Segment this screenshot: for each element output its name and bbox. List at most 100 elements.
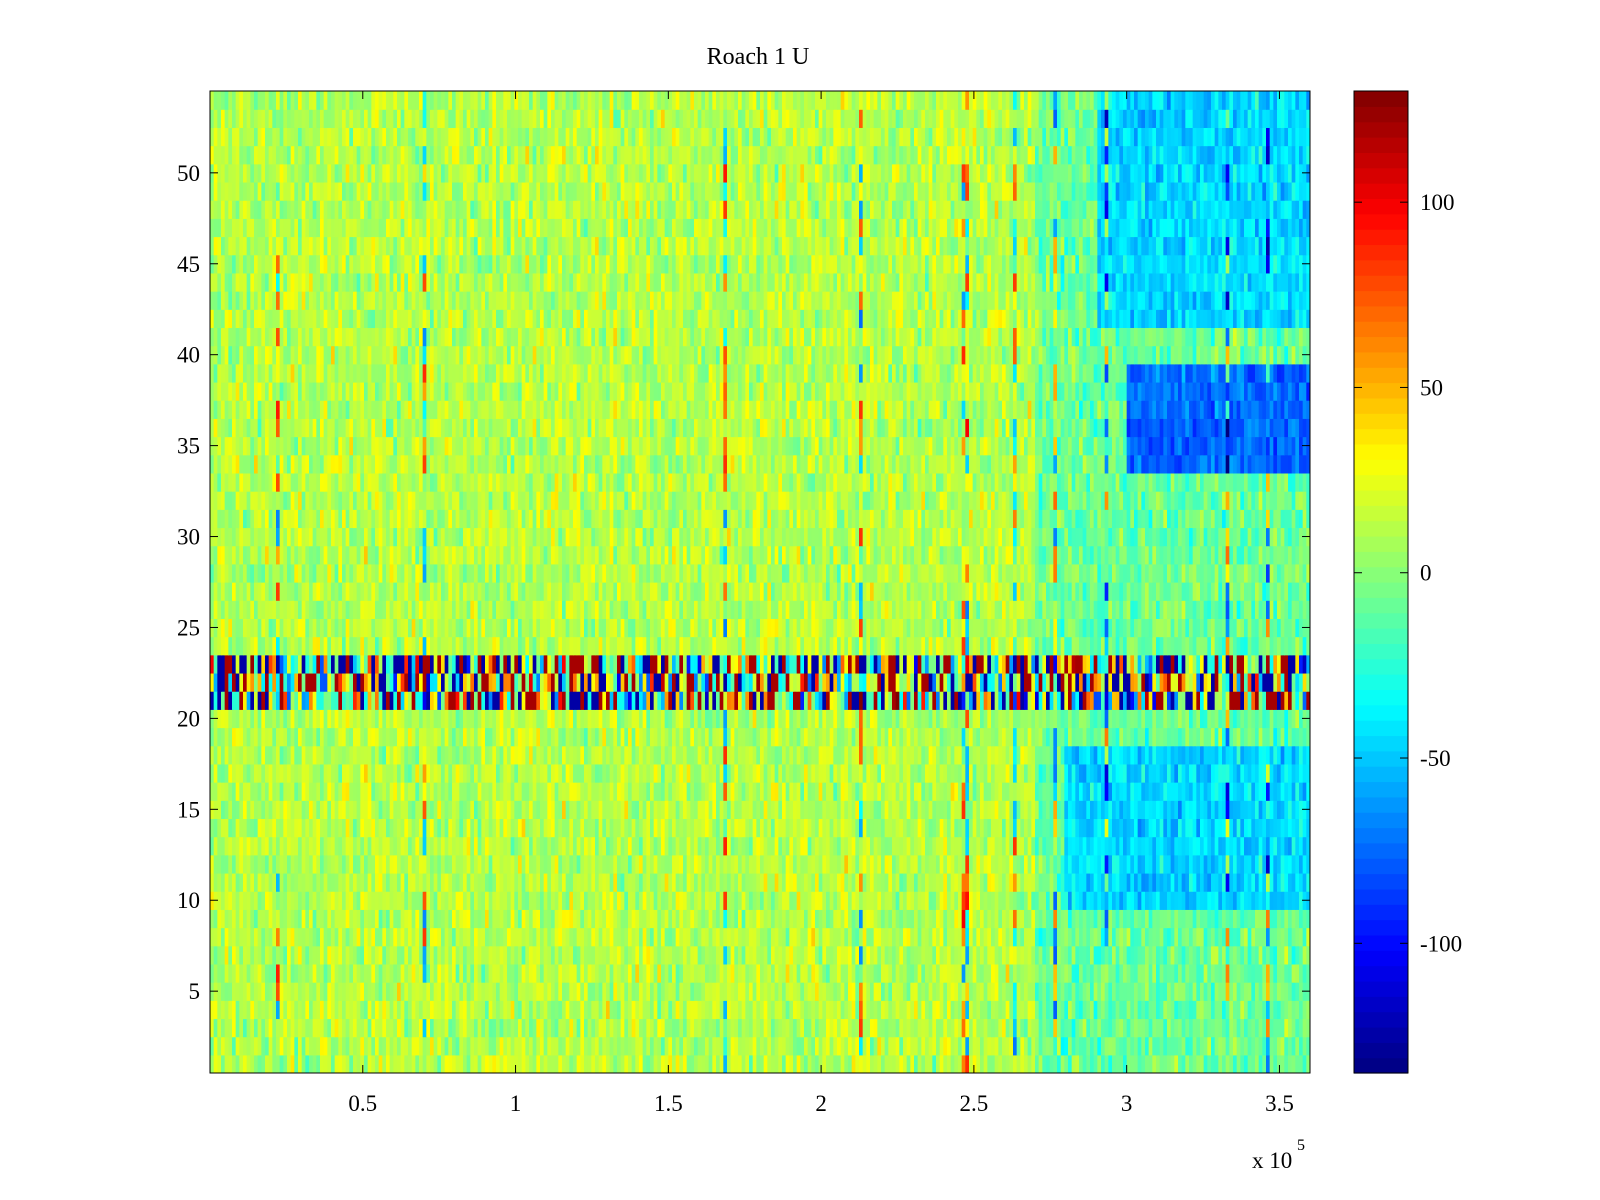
heatmap-cell: [411, 1054, 416, 1073]
heatmap-cell: [983, 818, 988, 838]
heatmap-cell: [947, 872, 952, 892]
heatmap-cell: [213, 763, 218, 783]
heatmap-cell: [1145, 1018, 1150, 1038]
heatmap-cell: [994, 1036, 999, 1056]
heatmap-cell: [723, 963, 728, 983]
heatmap-cell: [437, 891, 442, 910]
heatmap-cell: [239, 1054, 244, 1073]
heatmap-cell: [419, 891, 424, 910]
heatmap-cell: [312, 1018, 317, 1038]
heatmap-cell: [1027, 1000, 1032, 1020]
heatmap-cell: [829, 1018, 834, 1038]
heatmap-cell: [1273, 982, 1278, 1001]
heatmap-cell: [1306, 782, 1310, 801]
heatmap-cell: [947, 909, 952, 929]
heatmap-cell: [932, 1054, 937, 1073]
heatmap-cell: [914, 872, 919, 892]
heatmap-cell: [631, 872, 636, 892]
heatmap-cell: [661, 1018, 666, 1038]
heatmap-cell: [741, 782, 746, 801]
heatmap-cell: [877, 1000, 882, 1020]
heatmap-cell: [591, 909, 596, 929]
heatmap-cell: [474, 854, 479, 874]
heatmap-cell: [1255, 927, 1260, 947]
heatmap-cell: [349, 818, 354, 838]
heatmap-cell: [862, 872, 867, 892]
heatmap-cell: [228, 1000, 233, 1020]
heatmap-cell: [668, 763, 673, 783]
heatmap-cell: [1273, 818, 1278, 838]
heatmap-cell: [1262, 945, 1267, 965]
heatmap-cell: [265, 763, 270, 783]
heatmap-cell: [1200, 836, 1205, 856]
heatmap-cell: [1295, 891, 1300, 910]
heatmap-cell: [1236, 1036, 1241, 1056]
heatmap-cell: [598, 782, 603, 801]
heatmap-cell: [1181, 818, 1186, 838]
heatmap-cell: [961, 982, 966, 1001]
heatmap-cell: [1016, 854, 1021, 874]
heatmap-cell: [1104, 854, 1109, 874]
heatmap-cell: [419, 927, 424, 947]
heatmap-cell: [389, 909, 394, 929]
heatmap-cell: [690, 872, 695, 892]
heatmap-cell: [1222, 1036, 1227, 1056]
heatmap-cell: [532, 927, 537, 947]
heatmap-cell: [606, 872, 611, 892]
heatmap-cell: [932, 818, 937, 838]
heatmap-cell: [573, 854, 578, 874]
heatmap-cell: [272, 963, 277, 983]
heatmap-cell: [664, 782, 669, 801]
heatmap-cell: [455, 909, 460, 929]
heatmap-cell: [1145, 927, 1150, 947]
heatmap-cell: [1038, 909, 1043, 929]
heatmap-cell: [1024, 982, 1029, 1001]
heatmap-cell: [767, 963, 772, 983]
heatmap-cell: [540, 891, 545, 910]
heatmap-cell: [485, 982, 490, 1001]
heatmap-cell: [1207, 782, 1212, 801]
heatmap-cell: [338, 836, 343, 856]
heatmap-cell: [954, 963, 959, 983]
heatmap-cell: [1024, 1036, 1029, 1056]
heatmap-cell: [1240, 782, 1245, 801]
heatmap-cell: [624, 1000, 629, 1020]
heatmap-cell: [327, 1036, 332, 1056]
heatmap-cell: [1203, 945, 1208, 965]
heatmap-cell: [1229, 818, 1234, 838]
heatmap-cell: [899, 782, 904, 801]
heatmap-cell: [393, 872, 398, 892]
heatmap-cell: [228, 945, 233, 965]
heatmap-cell: [1302, 836, 1307, 856]
heatmap-cell: [991, 818, 996, 838]
heatmap-cell: [1112, 909, 1117, 929]
heatmap-cell: [936, 1036, 941, 1056]
heatmap-cell: [488, 854, 493, 874]
heatmap-cell: [771, 982, 776, 1001]
heatmap-cell: [917, 1054, 922, 1073]
heatmap-cell: [367, 945, 372, 965]
heatmap-cell: [716, 818, 721, 838]
heatmap-cell: [279, 1036, 284, 1056]
heatmap-cell: [719, 1018, 724, 1038]
heatmap-cell: [1086, 891, 1091, 910]
heatmap-cell: [943, 927, 948, 947]
heatmap-cell: [1093, 836, 1098, 856]
heatmap-cell: [653, 982, 658, 1001]
heatmap-cell: [576, 854, 581, 874]
heatmap-cell: [441, 945, 446, 965]
heatmap-cell: [1075, 982, 1080, 1001]
heatmap-cell: [895, 800, 900, 820]
heatmap-cell: [800, 982, 805, 1001]
heatmap-cell: [323, 872, 328, 892]
heatmap-cell: [309, 1036, 314, 1056]
heatmap-cell: [1104, 818, 1109, 838]
heatmap-cell: [400, 800, 405, 820]
heatmap-cell: [1016, 982, 1021, 1001]
heatmap-cell: [1262, 1018, 1267, 1038]
heatmap-cell: [1152, 963, 1157, 983]
heatmap-cell: [1291, 982, 1296, 1001]
heatmap-cell: [1038, 963, 1043, 983]
heatmap-cell: [268, 1000, 273, 1020]
heatmap-cell: [1291, 836, 1296, 856]
